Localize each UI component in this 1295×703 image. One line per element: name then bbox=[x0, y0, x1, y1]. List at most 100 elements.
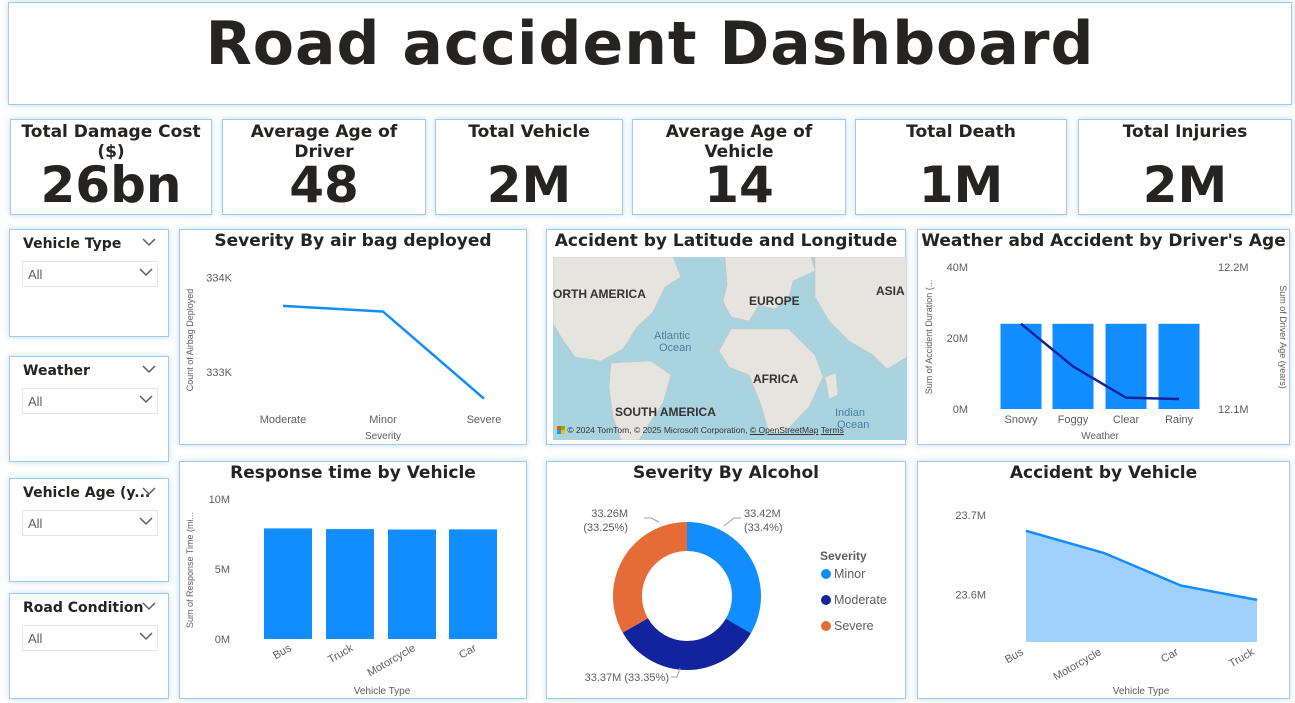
x-tick-label: Minor bbox=[369, 414, 397, 426]
slicer-road-condition[interactable]: Road Condition All bbox=[9, 593, 169, 699]
x-axis-title: Vehicle Type bbox=[1113, 686, 1170, 697]
chart-title: Severity By air bag deployed bbox=[214, 231, 492, 251]
kpi-card-average-age-vehicle[interactable]: Average Age of Vehicle 14 bbox=[632, 119, 846, 215]
bar bbox=[264, 528, 312, 639]
chevron-down-icon bbox=[139, 632, 153, 641]
chart-accident-vehicle[interactable]: Accident by Vehicle 23.7M 23.6M Bus Motorcy… bbox=[917, 461, 1290, 699]
legend-marker bbox=[821, 569, 831, 579]
kpi-label: Total Death bbox=[906, 122, 1016, 142]
chevron-down-icon[interactable] bbox=[142, 365, 156, 374]
chart-response-time-vehicle[interactable]: Response time by Vehicle 10M 5M 0M Bus Truck… bbox=[179, 461, 527, 699]
data-label: 33.37M (33.35%) bbox=[585, 672, 669, 684]
area-fill bbox=[1026, 530, 1257, 642]
y-tick-label: 0M bbox=[953, 404, 968, 416]
kpi-value: 14 bbox=[704, 156, 774, 214]
x-axis-title: Severity bbox=[365, 431, 401, 442]
x-tick-label: Moderate bbox=[260, 414, 306, 426]
dashboard-title: Road accident Dashboard bbox=[205, 9, 1095, 79]
map-label: Ocean bbox=[659, 342, 692, 354]
chart-severity-alcohol[interactable]: Severity By Alcohol 33.42M (33.4%) 33.26M (… bbox=[546, 461, 906, 699]
kpi-value: 2M bbox=[486, 156, 572, 214]
y-tick-label: 20M bbox=[947, 333, 968, 345]
slicer-title: Vehicle Type bbox=[23, 236, 122, 252]
slicer-vehicle-type[interactable]: Vehicle Type All bbox=[9, 229, 169, 337]
y-axis-title: Sum of Accident Duration (... bbox=[924, 280, 934, 395]
chevron-down-icon bbox=[139, 395, 153, 404]
chevron-down-icon[interactable] bbox=[142, 238, 156, 247]
slicer-title: Weather bbox=[23, 363, 90, 379]
slicer-dropdown[interactable]: All bbox=[22, 388, 158, 414]
kpi-card-total-vehicle[interactable]: Total Vehicle 2M bbox=[435, 119, 623, 215]
map-label: ORTH AMERICA bbox=[553, 287, 646, 301]
kpi-card-total-damage-cost[interactable]: Total Damage Cost ($) 26bn bbox=[10, 119, 212, 215]
chevron-down-icon bbox=[139, 268, 153, 277]
y-tick-label: 333K bbox=[206, 367, 232, 379]
x-tick-label: Car bbox=[457, 642, 479, 661]
map-label: Indian bbox=[835, 407, 865, 419]
x-tick-label: Bus bbox=[1003, 646, 1026, 666]
chevron-down-icon[interactable] bbox=[142, 487, 156, 496]
map-label: AFRICA bbox=[753, 372, 799, 386]
y-tick-label: 5M bbox=[215, 564, 230, 576]
x-tick-label: Motorcycle bbox=[1051, 646, 1103, 683]
chart-weather-driver-age[interactable]: Weather abd Accident by Driver's Age 40M… bbox=[917, 229, 1290, 445]
x-tick-label: Truck bbox=[1227, 646, 1257, 670]
kpi-card-total-injuries[interactable]: Total Injuries 2M bbox=[1078, 119, 1292, 215]
chevron-down-icon[interactable] bbox=[142, 602, 156, 611]
kpi-label: Average Age of Driver bbox=[250, 122, 398, 162]
map-accident-lat-long[interactable]: Accident by Latitude and Longitude ORTH … bbox=[546, 229, 907, 445]
series-line bbox=[1020, 322, 1180, 401]
legend-marker bbox=[821, 621, 831, 631]
map-label: Ocean bbox=[837, 419, 870, 431]
bar-chart-svg: 10M 5M 0M Bus Truck Motorcycle Car Vehicle Type… bbox=[185, 494, 497, 697]
series-line bbox=[1025, 529, 1258, 602]
chart-title: Response time by Vehicle bbox=[230, 463, 476, 483]
leader-line bbox=[723, 517, 741, 527]
chevron-down-icon bbox=[139, 517, 153, 526]
y-tick-label: 23.6M bbox=[955, 589, 986, 601]
map-label: Atlantic bbox=[654, 330, 691, 342]
kpi-value: 26bn bbox=[40, 156, 182, 214]
x-tick-label: Snowy bbox=[1004, 414, 1038, 426]
data-label: 33.26M bbox=[591, 508, 628, 520]
x-tick-label: Truck bbox=[326, 642, 356, 666]
chart-severity-airbag[interactable]: Severity By air bag deployed 334K 333K Mod… bbox=[179, 229, 527, 445]
map-canvas[interactable]: ORTH AMERICA EUROPE ASIA Atlantic Ocean … bbox=[553, 257, 907, 440]
kpi-label: Total Injuries bbox=[1122, 122, 1248, 142]
y-tick-label: 10M bbox=[209, 494, 230, 506]
legend-title: Severity bbox=[820, 549, 867, 563]
kpi-value: 48 bbox=[289, 156, 359, 214]
y-tick-label: 0M bbox=[215, 634, 230, 646]
chart-title: Weather abd Accident by Driver's Age bbox=[921, 231, 1286, 251]
bar bbox=[326, 529, 374, 639]
x-tick-label: Motorcycle bbox=[365, 642, 417, 679]
slicer-dropdown[interactable]: All bbox=[22, 510, 158, 536]
bar bbox=[1105, 323, 1147, 409]
leader-line bbox=[644, 517, 660, 523]
y-axis-title: Count of Airbag Deployed bbox=[185, 289, 195, 392]
kpi-label: Average Age of Vehicle bbox=[665, 122, 813, 162]
kpi-card-average-age-driver[interactable]: Average Age of Driver 48 bbox=[222, 119, 426, 215]
slicer-vehicle-age[interactable]: Vehicle Age (y... All bbox=[9, 478, 169, 582]
attribution-text: © 2024 TomTom, © 2025 Microsoft Corporat… bbox=[567, 425, 748, 435]
combo-chart-svg: 40M 20M 0M 12.2M 12.1M Snowy Foggy Clear Rainy We… bbox=[924, 262, 1288, 442]
attribution-link[interactable]: © OpenStreetMap bbox=[749, 425, 819, 435]
x-axis-title: Weather bbox=[1081, 431, 1119, 442]
slicer-value: All bbox=[28, 267, 43, 282]
kpi-card-total-death[interactable]: Total Death 1M bbox=[855, 119, 1067, 215]
donut-slice bbox=[687, 522, 761, 634]
kpi-label: Total Vehicle bbox=[468, 122, 590, 142]
map-label: SOUTH AMERICA bbox=[615, 405, 716, 419]
series-line bbox=[282, 304, 485, 400]
x-axis-title: Vehicle Type bbox=[354, 686, 411, 697]
slicer-dropdown[interactable]: All bbox=[22, 261, 158, 287]
slicer-dropdown[interactable]: All bbox=[22, 625, 158, 651]
area-chart-svg: 23.7M 23.6M Bus Motorcycle Car Truck Vehicle T… bbox=[955, 510, 1258, 697]
dashboard-title-card: Road accident Dashboard bbox=[8, 2, 1292, 105]
slicer-weather[interactable]: Weather All bbox=[9, 356, 169, 462]
x-tick-label: Rainy bbox=[1165, 414, 1194, 426]
map-label: EUROPE bbox=[749, 294, 800, 308]
bar bbox=[1000, 323, 1042, 409]
y-tick-label: 40M bbox=[947, 262, 968, 274]
terms-link[interactable]: Terms bbox=[820, 425, 844, 435]
